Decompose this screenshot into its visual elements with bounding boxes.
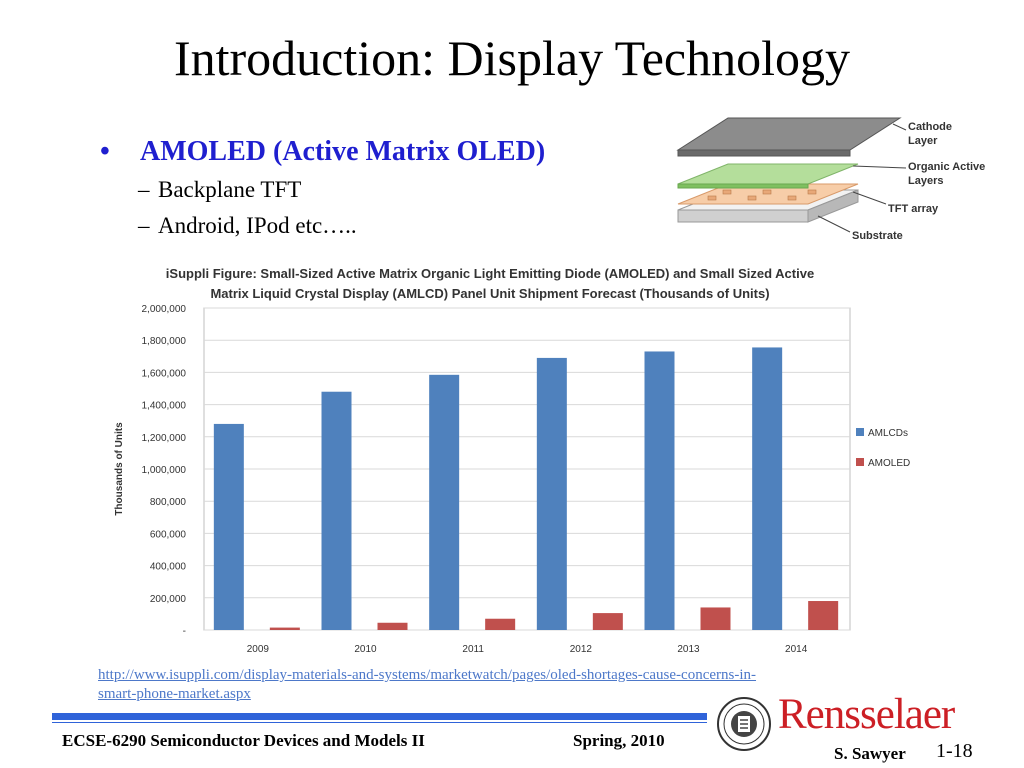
amlcd-bar (644, 351, 675, 630)
term: Spring, 2010 (573, 731, 665, 750)
sub-bullet-text: Android, IPod etc….. (158, 213, 357, 238)
organic-layer (677, 163, 859, 185)
legend-label: AMOLEDs (868, 458, 910, 469)
oled-layer-diagram: Cathode Layer Organic Active Layers TFT … (676, 117, 985, 242)
substrate-label: Substrate (852, 230, 903, 242)
source-link[interactable]: http://www.isuppli.com/display-materials… (98, 666, 978, 704)
x-tick-label: 2013 (677, 644, 700, 655)
slide-title: Introduction: Display Technology (173, 30, 851, 86)
y-axis-label: Thousands of Units (114, 422, 125, 516)
sub-bullet-dash: – (138, 177, 150, 202)
cathode-label-2: Layer (908, 135, 938, 147)
y-tick-label: - (183, 626, 186, 637)
substrate-front (677, 209, 809, 223)
sub-bullet: – Android, IPod etc….. (100, 208, 660, 244)
x-tick-label: 2009 (247, 644, 270, 655)
shipment-bar-chart: iSuppli Figure: Small-Sized Active Matri… (98, 256, 910, 660)
y-tick-label: 400,000 (150, 562, 187, 573)
legend-label: AMLCDs (868, 428, 908, 439)
amoled-bar (808, 601, 839, 630)
page-number: 1-18 (936, 740, 973, 762)
y-tick-label: 2,000,000 (142, 304, 187, 315)
y-tick-label: 1,200,000 (142, 433, 187, 444)
amoled-bar (592, 613, 623, 630)
chart-title-line1: iSuppli Figure: Small-Sized Active Matri… (166, 266, 814, 281)
x-tick-label: 2014 (785, 644, 808, 655)
y-tick-label: 800,000 (150, 497, 187, 508)
substrate-side (807, 189, 859, 223)
x-tick-label: 2012 (570, 644, 593, 655)
author: S. Sawyer (834, 744, 906, 763)
bullet-list: • AMOLED (Active Matrix OLED) – Backplan… (100, 132, 660, 244)
cathode-front (677, 149, 851, 157)
bullet-dot: • (100, 136, 110, 167)
footer-bar-thin (52, 722, 707, 723)
tft-dots (707, 189, 817, 201)
cathode-layer (676, 117, 902, 151)
legend-swatch (856, 428, 864, 436)
x-tick-label: 2010 (354, 644, 377, 655)
rpi-seal-icon (717, 697, 771, 751)
rensselaer-logo: Rensselaer (778, 691, 955, 738)
leader-lines (817, 123, 907, 233)
y-tick-label: 1,000,000 (142, 465, 187, 476)
organic-layer-front (677, 183, 809, 189)
y-tick-label: 200,000 (150, 594, 187, 605)
amlcd-bar (213, 423, 244, 630)
x-tick-label: 2011 (462, 644, 484, 655)
source-link-line1[interactable]: http://www.isuppli.com/display-materials… (98, 667, 757, 683)
amoled-bar (485, 618, 516, 630)
tft-label: TFT array (888, 203, 939, 215)
chart-title-line2: Matrix Liquid Crystal Display (AMLCD) Pa… (210, 286, 769, 301)
y-tick-label: 1,800,000 (142, 336, 187, 347)
amlcd-bar (321, 391, 352, 630)
sub-bullet: – Backplane TFT (100, 172, 660, 208)
amoled-bar (700, 607, 731, 630)
sub-bullet-dash: – (138, 213, 150, 238)
amoled-bar (269, 627, 300, 630)
sub-bullet-text: Backplane TFT (158, 177, 302, 202)
bullet-amoled: • AMOLED (Active Matrix OLED) (100, 132, 660, 172)
y-tick-label: 600,000 (150, 529, 187, 540)
source-link-line2[interactable]: smart-phone-market.aspx (98, 686, 251, 702)
y-tick-label: 1,400,000 (142, 401, 187, 412)
amlcd-bar (429, 374, 460, 630)
amlcd-bar (752, 347, 783, 630)
footer-bar (52, 713, 707, 720)
course-title: ECSE-6290 Semiconductor Devices and Mode… (62, 731, 425, 750)
legend-swatch (856, 458, 864, 466)
amlcd-bar (536, 357, 567, 630)
cathode-label: Cathode (908, 121, 952, 133)
y-tick-label: 1,600,000 (142, 368, 187, 379)
organic-label: Organic Active (908, 161, 985, 173)
organic-label-2: Layers (908, 175, 943, 187)
amoled-bar (377, 622, 408, 630)
bullet-amoled-text: AMOLED (Active Matrix OLED) (140, 136, 546, 167)
